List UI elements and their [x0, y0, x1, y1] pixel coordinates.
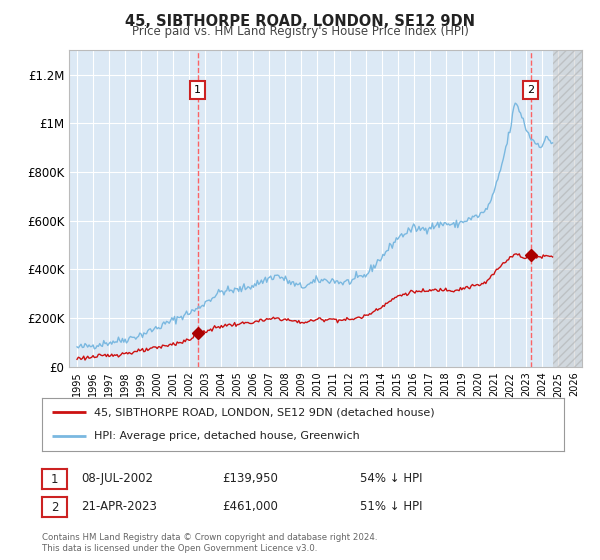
Text: 45, SIBTHORPE ROAD, LONDON, SE12 9DN (detached house): 45, SIBTHORPE ROAD, LONDON, SE12 9DN (de… — [94, 408, 435, 418]
Text: 1: 1 — [194, 85, 201, 95]
Text: 51% ↓ HPI: 51% ↓ HPI — [360, 500, 422, 514]
Text: 21-APR-2023: 21-APR-2023 — [81, 500, 157, 514]
Text: Price paid vs. HM Land Registry's House Price Index (HPI): Price paid vs. HM Land Registry's House … — [131, 25, 469, 38]
Text: £139,950: £139,950 — [222, 472, 278, 486]
Text: 1: 1 — [51, 473, 58, 486]
Text: HPI: Average price, detached house, Greenwich: HPI: Average price, detached house, Gree… — [94, 431, 360, 441]
Text: 54% ↓ HPI: 54% ↓ HPI — [360, 472, 422, 486]
Text: 2: 2 — [527, 85, 534, 95]
Text: £461,000: £461,000 — [222, 500, 278, 514]
Text: 2: 2 — [51, 501, 58, 514]
Text: 45, SIBTHORPE ROAD, LONDON, SE12 9DN: 45, SIBTHORPE ROAD, LONDON, SE12 9DN — [125, 14, 475, 29]
Text: Contains HM Land Registry data © Crown copyright and database right 2024.
This d: Contains HM Land Registry data © Crown c… — [42, 533, 377, 553]
Text: 08-JUL-2002: 08-JUL-2002 — [81, 472, 153, 486]
Bar — [553, 50, 582, 367]
